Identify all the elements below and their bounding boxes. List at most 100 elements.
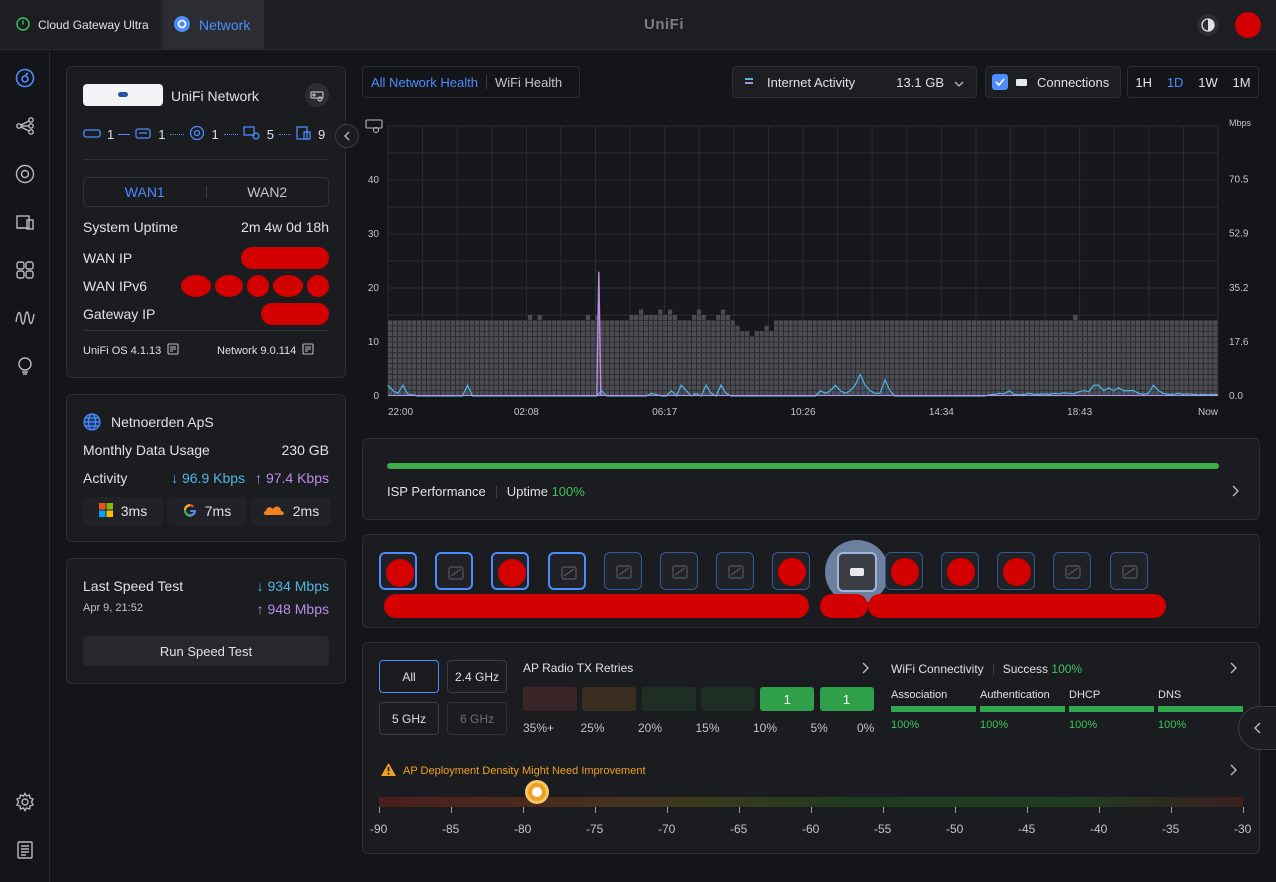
band-5ghz-button[interactable]: 5 GHz xyxy=(379,702,439,735)
tx-retry-bucket[interactable] xyxy=(641,687,696,711)
theme-toggle-icon[interactable] xyxy=(1197,14,1219,36)
stage-bar xyxy=(891,706,976,712)
density-tick-label: -60 xyxy=(802,822,820,836)
density-tick-label: -50 xyxy=(946,822,964,836)
connection-bar xyxy=(735,325,740,396)
density-tick-mark xyxy=(739,807,740,813)
settings-icon[interactable] xyxy=(14,791,36,813)
console-tab[interactable]: Cloud Gateway Ultra xyxy=(0,0,162,50)
connection-bar xyxy=(749,336,755,396)
chevron-right-icon[interactable] xyxy=(1229,662,1237,677)
latency-cloudflare: 2ms xyxy=(251,497,331,525)
device-tile[interactable] xyxy=(941,552,979,590)
release-notes-icon[interactable] xyxy=(167,343,179,358)
device-tile[interactable] xyxy=(603,552,642,590)
density-tick-mark xyxy=(1171,807,1172,813)
activity-row: Activity ↓ 96.9 Kbps ↑ 97.4 Kbps xyxy=(83,470,329,486)
wan-ipv6-value xyxy=(181,275,329,297)
stage-label: Authentication xyxy=(980,689,1050,701)
gateway-settings-icon[interactable] xyxy=(305,83,329,107)
x-tick-label: 22:00 xyxy=(388,407,413,418)
ports-icon[interactable] xyxy=(14,259,36,281)
console-name: Cloud Gateway Ultra xyxy=(38,18,149,32)
density-tick-label: -65 xyxy=(730,822,748,836)
chevron-right-icon[interactable] xyxy=(1229,764,1237,779)
radios-icon[interactable] xyxy=(14,307,36,329)
device-tile[interactable] xyxy=(660,552,698,590)
device-tile[interactable] xyxy=(884,552,923,590)
device-tile[interactable] xyxy=(1053,552,1092,590)
device-tile[interactable] xyxy=(547,552,586,590)
device-tile[interactable] xyxy=(772,552,811,590)
isp-performance-card[interactable]: ISP Performance Uptime 100% xyxy=(362,438,1260,520)
isp-uptime-bar xyxy=(387,463,1219,469)
expand-side-panel-button[interactable] xyxy=(1238,706,1276,750)
uptime-row: System Uptime 2m 4w 0d 18h xyxy=(83,219,329,235)
isp-performance-label: ISP Performance Uptime 100% xyxy=(387,484,585,499)
y-right-tick-label: 35.2 xyxy=(1229,283,1249,294)
collapse-panel-button[interactable] xyxy=(335,124,359,148)
device-tile[interactable] xyxy=(716,552,755,590)
gateway-device-icon xyxy=(83,84,163,106)
range-1h[interactable]: 1H xyxy=(1135,74,1153,90)
range-1d[interactable]: 1D xyxy=(1166,74,1184,90)
density-tick-mark xyxy=(595,807,596,813)
redacted-device-names xyxy=(384,594,809,618)
connection-bar xyxy=(672,315,677,396)
redacted-device-icon xyxy=(498,559,527,587)
device-tile[interactable] xyxy=(379,552,417,590)
tx-retry-bucket[interactable] xyxy=(582,687,637,711)
run-speed-test-button[interactable]: Run Speed Test xyxy=(83,636,329,666)
download-rate: ↓ 96.9 Kbps xyxy=(171,470,246,486)
range-1w[interactable]: 1W xyxy=(1198,74,1218,90)
tab-wifi-health[interactable]: WiFi Health xyxy=(494,74,563,90)
connection-bar xyxy=(634,315,639,396)
logs-icon[interactable] xyxy=(14,839,36,861)
unifi-devices-icon[interactable] xyxy=(14,163,36,185)
device-tile[interactable] xyxy=(491,552,530,590)
insights-icon[interactable] xyxy=(14,355,36,377)
tx-retry-bucket[interactable] xyxy=(700,687,755,711)
chevron-right-icon[interactable] xyxy=(861,662,869,677)
y-right-tick-label: 70.5 xyxy=(1229,175,1249,186)
connection-bar xyxy=(716,315,721,396)
tx-retry-bucket[interactable]: 1 xyxy=(819,687,874,711)
tx-retry-bucket[interactable]: 1 xyxy=(760,687,815,711)
x-tick-label: 18:43 xyxy=(1067,407,1092,418)
y-right-tick-label: 0.0 xyxy=(1229,391,1243,402)
dashboard-icon[interactable] xyxy=(14,67,36,89)
uptime-value: 2m 4w 0d 18h xyxy=(241,219,329,235)
tab-all-network-health[interactable]: All Network Health xyxy=(371,74,478,90)
density-tick-mark xyxy=(667,807,668,813)
band-all-button[interactable]: All xyxy=(379,660,439,693)
density-tick-label: -85 xyxy=(442,822,460,836)
chevron-right-icon[interactable] xyxy=(1231,485,1239,500)
tx-retry-label: 10% xyxy=(753,721,778,735)
metric-select[interactable]: Internet Activity 13.1 GB xyxy=(732,66,977,98)
network-app-tab[interactable]: Network xyxy=(163,0,264,50)
stage-label: DNS xyxy=(1158,689,1182,701)
connections-toggle[interactable]: Connections xyxy=(985,66,1121,98)
connection-bar xyxy=(764,325,769,396)
wan-ipv6-row: WAN IPv6 xyxy=(83,275,329,297)
checkbox-icon[interactable] xyxy=(992,74,1008,90)
topology-icon[interactable] xyxy=(14,115,36,137)
density-tick-label: -70 xyxy=(658,822,676,836)
device-tile-selected[interactable] xyxy=(824,540,889,604)
range-1m[interactable]: 1M xyxy=(1232,74,1251,90)
wan2-tab[interactable]: WAN2 xyxy=(247,184,288,200)
avatar[interactable] xyxy=(1235,12,1261,38)
wan1-tab[interactable]: WAN1 xyxy=(124,184,165,200)
tx-retry-bucket[interactable] xyxy=(523,687,577,711)
y-tick-label: 10 xyxy=(368,337,380,348)
connection-bar xyxy=(648,315,653,396)
stage-value: 100% xyxy=(891,719,920,731)
device-tile[interactable] xyxy=(1109,552,1148,590)
client-devices-icon[interactable] xyxy=(14,211,36,233)
release-notes-icon[interactable] xyxy=(302,343,314,358)
y-unit-label: Mbps xyxy=(1229,118,1252,128)
device-tile[interactable] xyxy=(997,552,1036,590)
band-6ghz-button[interactable]: 6 GHz xyxy=(447,702,507,735)
band-2-4ghz-button[interactable]: 2.4 GHz xyxy=(447,660,507,693)
device-tile[interactable] xyxy=(435,552,474,590)
